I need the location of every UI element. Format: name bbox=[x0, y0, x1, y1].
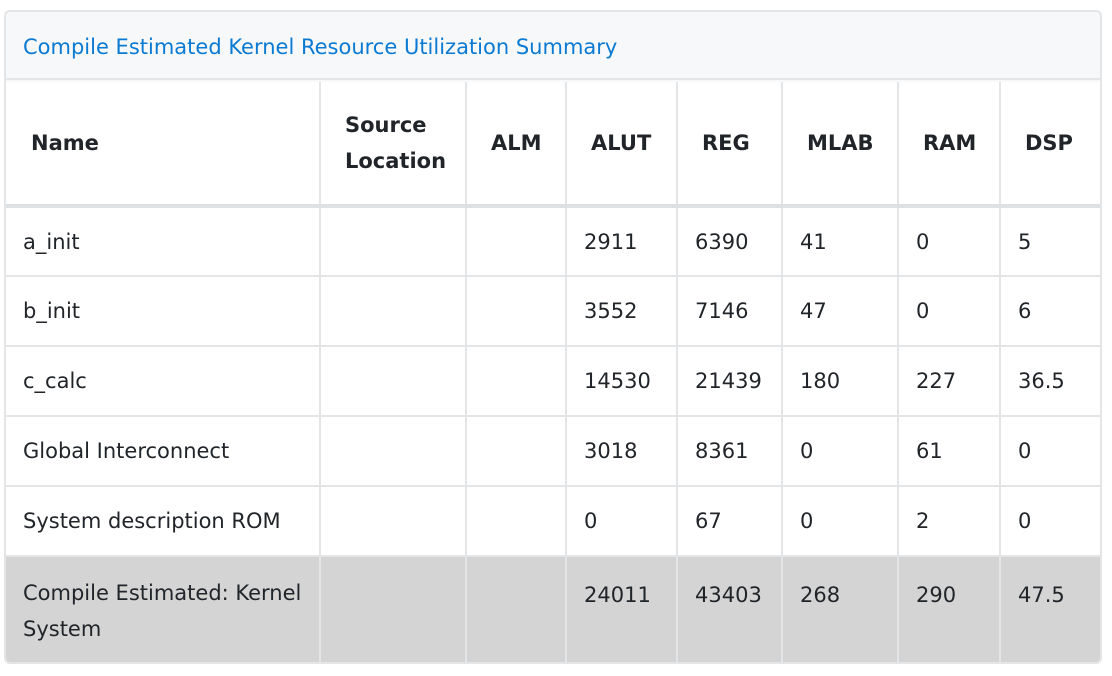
cell-ram: 2 bbox=[897, 485, 1001, 557]
table-row: c_calc 14530 21439 180 227 36.5 bbox=[6, 345, 1100, 417]
cell-alut: 3552 bbox=[565, 275, 678, 347]
column-header-reg: REG bbox=[676, 82, 783, 208]
total-cell-reg: 43403 bbox=[676, 555, 783, 662]
column-header-mlab: MLAB bbox=[781, 82, 899, 208]
table-header-row: Name Source Location ALM ALUT REG MLAB R… bbox=[6, 82, 1100, 208]
cell-alm bbox=[465, 275, 567, 347]
cell-dsp: 5 bbox=[999, 205, 1100, 277]
column-header-ram: RAM bbox=[897, 82, 1001, 208]
cell-mlab: 41 bbox=[781, 205, 899, 277]
table-total-row: Compile Estimated: Kernel System 24011 4… bbox=[6, 555, 1100, 662]
cell-dsp: 0 bbox=[999, 415, 1100, 487]
cell-name: Global Interconnect bbox=[6, 415, 321, 487]
cell-ram: 0 bbox=[897, 205, 1001, 277]
total-cell-alm bbox=[465, 555, 567, 662]
table-row: Global Interconnect 3018 8361 0 61 0 bbox=[6, 415, 1100, 487]
table-row: b_init 3552 7146 47 0 6 bbox=[6, 275, 1100, 347]
panel-header: Compile Estimated Kernel Resource Utiliz… bbox=[6, 12, 1100, 80]
cell-name: b_init bbox=[6, 275, 321, 347]
table-row: System description ROM 0 67 0 2 0 bbox=[6, 485, 1100, 557]
cell-source-location bbox=[319, 485, 467, 557]
column-header-dsp: DSP bbox=[999, 82, 1100, 208]
cell-source-location bbox=[319, 275, 467, 347]
cell-alm bbox=[465, 205, 567, 277]
cell-source-location bbox=[319, 345, 467, 417]
column-header-alm: ALM bbox=[465, 82, 567, 208]
cell-reg: 8361 bbox=[676, 415, 783, 487]
cell-reg: 67 bbox=[676, 485, 783, 557]
cell-dsp: 6 bbox=[999, 275, 1100, 347]
column-header-source-location: Source Location bbox=[319, 82, 467, 208]
column-header-alut: ALUT bbox=[565, 82, 678, 208]
cell-dsp: 36.5 bbox=[999, 345, 1100, 417]
cell-source-location bbox=[319, 415, 467, 487]
total-cell-source-location bbox=[319, 555, 467, 662]
cell-ram: 61 bbox=[897, 415, 1001, 487]
table-row: a_init 2911 6390 41 0 5 bbox=[6, 205, 1100, 277]
cell-alut: 14530 bbox=[565, 345, 678, 417]
cell-mlab: 47 bbox=[781, 275, 899, 347]
resource-utilization-table: Name Source Location ALM ALUT REG MLAB R… bbox=[6, 82, 1100, 662]
total-cell-dsp: 47.5 bbox=[999, 555, 1100, 662]
cell-mlab: 180 bbox=[781, 345, 899, 417]
cell-name: a_init bbox=[6, 205, 321, 277]
cell-name: c_calc bbox=[6, 345, 321, 417]
cell-alut: 0 bbox=[565, 485, 678, 557]
cell-alut: 2911 bbox=[565, 205, 678, 277]
cell-dsp: 0 bbox=[999, 485, 1100, 557]
total-cell-mlab: 268 bbox=[781, 555, 899, 662]
cell-alut: 3018 bbox=[565, 415, 678, 487]
cell-name: System description ROM bbox=[6, 485, 321, 557]
resource-summary-panel: Compile Estimated Kernel Resource Utiliz… bbox=[4, 10, 1102, 664]
cell-alm bbox=[465, 415, 567, 487]
cell-alm bbox=[465, 345, 567, 417]
total-cell-ram: 290 bbox=[897, 555, 1001, 662]
cell-reg: 6390 bbox=[676, 205, 783, 277]
panel-title-link[interactable]: Compile Estimated Kernel Resource Utiliz… bbox=[23, 35, 618, 59]
cell-ram: 0 bbox=[897, 275, 1001, 347]
cell-mlab: 0 bbox=[781, 485, 899, 557]
cell-reg: 21439 bbox=[676, 345, 783, 417]
cell-alm bbox=[465, 485, 567, 557]
total-cell-alut: 24011 bbox=[565, 555, 678, 662]
total-cell-name: Compile Estimated: Kernel System bbox=[6, 555, 321, 662]
cell-reg: 7146 bbox=[676, 275, 783, 347]
cell-mlab: 0 bbox=[781, 415, 899, 487]
cell-ram: 227 bbox=[897, 345, 1001, 417]
cell-source-location bbox=[319, 205, 467, 277]
column-header-name: Name bbox=[6, 82, 321, 208]
